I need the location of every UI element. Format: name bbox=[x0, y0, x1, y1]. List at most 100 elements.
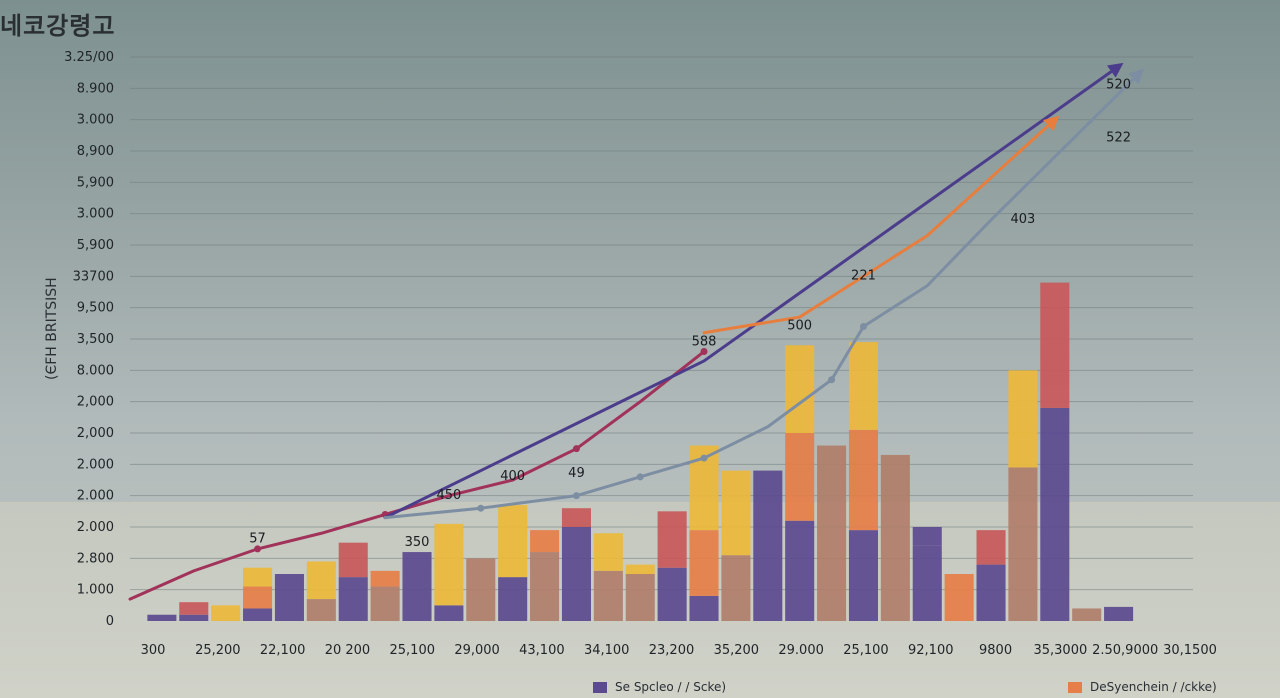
x-tick-label: 2.50,9000 bbox=[1092, 643, 1158, 658]
bar-segment bbox=[785, 520, 815, 621]
legend-swatch-1 bbox=[593, 681, 607, 693]
data-label: 350 bbox=[405, 535, 430, 550]
bar-segment bbox=[338, 542, 368, 578]
bar-segment bbox=[402, 552, 432, 621]
y-tick-label: 5,900 bbox=[77, 175, 114, 190]
bar-segment bbox=[498, 505, 528, 578]
legend-label-1: Se Spcleo / / Scke) bbox=[615, 680, 727, 694]
bar-segment bbox=[243, 608, 273, 621]
bar-segment bbox=[434, 523, 464, 606]
bar-segment bbox=[1072, 608, 1102, 621]
bar-segment bbox=[530, 530, 560, 553]
x-tick-label: 25,200 bbox=[195, 643, 241, 658]
x-tick-label: 9800 bbox=[979, 643, 1012, 658]
bar-segment bbox=[147, 614, 177, 621]
chart-title: 네코강령고 bbox=[0, 12, 116, 40]
y-tick-label: 8,900 bbox=[77, 144, 114, 159]
bar-segment bbox=[689, 530, 719, 596]
series-point bbox=[477, 504, 485, 512]
bar-segment bbox=[243, 567, 273, 587]
x-tick-label: 30,1500 bbox=[1163, 643, 1217, 658]
x-tick-label: 29,000 bbox=[454, 643, 500, 658]
x-tick-label: 20 200 bbox=[325, 643, 371, 658]
bar-segment bbox=[561, 508, 591, 527]
series-point bbox=[572, 492, 580, 500]
y-tick-label: 9,500 bbox=[77, 301, 114, 316]
bar-segment bbox=[370, 586, 400, 621]
bar-segment bbox=[848, 342, 878, 430]
series-line bbox=[702, 115, 1060, 335]
bar-segment bbox=[785, 433, 815, 521]
data-label: 49 bbox=[568, 466, 585, 481]
data-label: 588 bbox=[692, 334, 717, 349]
y-tick-label: 0 bbox=[106, 614, 114, 629]
series-point bbox=[828, 376, 836, 384]
bar-segment bbox=[306, 561, 336, 600]
x-tick-label: 34,100 bbox=[584, 643, 630, 658]
y-tick-label: 3.000 bbox=[77, 113, 114, 128]
x-tick-label: 43,100 bbox=[519, 643, 565, 658]
y-tick-label: 2.000 bbox=[77, 520, 114, 535]
y-tick-label: 3,500 bbox=[77, 332, 114, 347]
data-label: 57 bbox=[249, 532, 266, 547]
bar-segment bbox=[976, 530, 1006, 565]
bar-segment bbox=[338, 577, 368, 621]
data-label: 522 bbox=[1106, 131, 1131, 146]
y-tick-label: 33700 bbox=[73, 269, 114, 284]
bar-segment bbox=[179, 602, 209, 615]
bar-segment bbox=[880, 454, 910, 621]
bar-segment bbox=[593, 533, 623, 571]
series-point bbox=[700, 454, 708, 462]
bar-segment bbox=[498, 577, 528, 621]
legend-swatch-2 bbox=[1068, 681, 1082, 693]
bar-segment bbox=[561, 527, 591, 621]
y-tick-label: 3.25/00 bbox=[64, 50, 114, 65]
bar-segment bbox=[657, 567, 687, 621]
y-tick-label: 2.000 bbox=[77, 457, 114, 472]
bar-segment bbox=[306, 599, 336, 621]
data-label: 520 bbox=[1106, 77, 1131, 92]
bar-segment bbox=[976, 564, 1006, 621]
bar-segment bbox=[625, 564, 655, 574]
y-tick-label: 2,000 bbox=[77, 426, 114, 441]
bar-segment bbox=[211, 605, 241, 621]
y-tick-label: 5,900 bbox=[77, 238, 114, 253]
x-tick-label: 300 bbox=[141, 643, 166, 658]
x-tick-label: 23,200 bbox=[649, 643, 695, 658]
bar-segment bbox=[1040, 407, 1070, 621]
bars bbox=[147, 282, 1134, 621]
bar-segment bbox=[1008, 370, 1038, 468]
bar-segment bbox=[785, 345, 815, 433]
x-tick-label: 35,3000 bbox=[1033, 643, 1087, 658]
data-label: 450 bbox=[436, 488, 461, 503]
bar-segment bbox=[1040, 282, 1070, 408]
legend-label-2: DeSyenchein / /ckke) bbox=[1090, 680, 1217, 694]
bar-segment bbox=[657, 511, 687, 568]
series-lines bbox=[128, 62, 1145, 601]
series-point bbox=[700, 348, 708, 356]
series-line bbox=[383, 62, 1124, 520]
bar-segment bbox=[912, 527, 942, 546]
data-label: 403 bbox=[1011, 212, 1036, 227]
bar-segment bbox=[434, 605, 464, 621]
bar-segment bbox=[753, 470, 783, 621]
bar-segment bbox=[370, 570, 400, 587]
x-tick-label: 22,100 bbox=[260, 643, 306, 658]
x-tick-label: 29.000 bbox=[778, 643, 824, 658]
bar-segment bbox=[817, 445, 847, 621]
bar-segment bbox=[466, 558, 496, 621]
bar-segment bbox=[1104, 606, 1134, 621]
bar-segment bbox=[530, 552, 560, 621]
bar-segment bbox=[721, 555, 751, 621]
bar-segment bbox=[848, 530, 878, 621]
bar-segment bbox=[274, 574, 304, 621]
bar-segment bbox=[179, 614, 209, 621]
series-line bbox=[383, 68, 1145, 520]
legend-item-1: Se Spcleo / / Scke) bbox=[593, 680, 726, 694]
series-point bbox=[859, 322, 867, 330]
y-tick-label: 2.000 bbox=[77, 489, 114, 504]
y-tick-label: 8.900 bbox=[77, 81, 114, 96]
x-tick-labels: 300 25,200 22,100 20 200 25,100 29,000 43,100 3… bbox=[141, 643, 1217, 658]
data-label: 221 bbox=[851, 268, 876, 283]
